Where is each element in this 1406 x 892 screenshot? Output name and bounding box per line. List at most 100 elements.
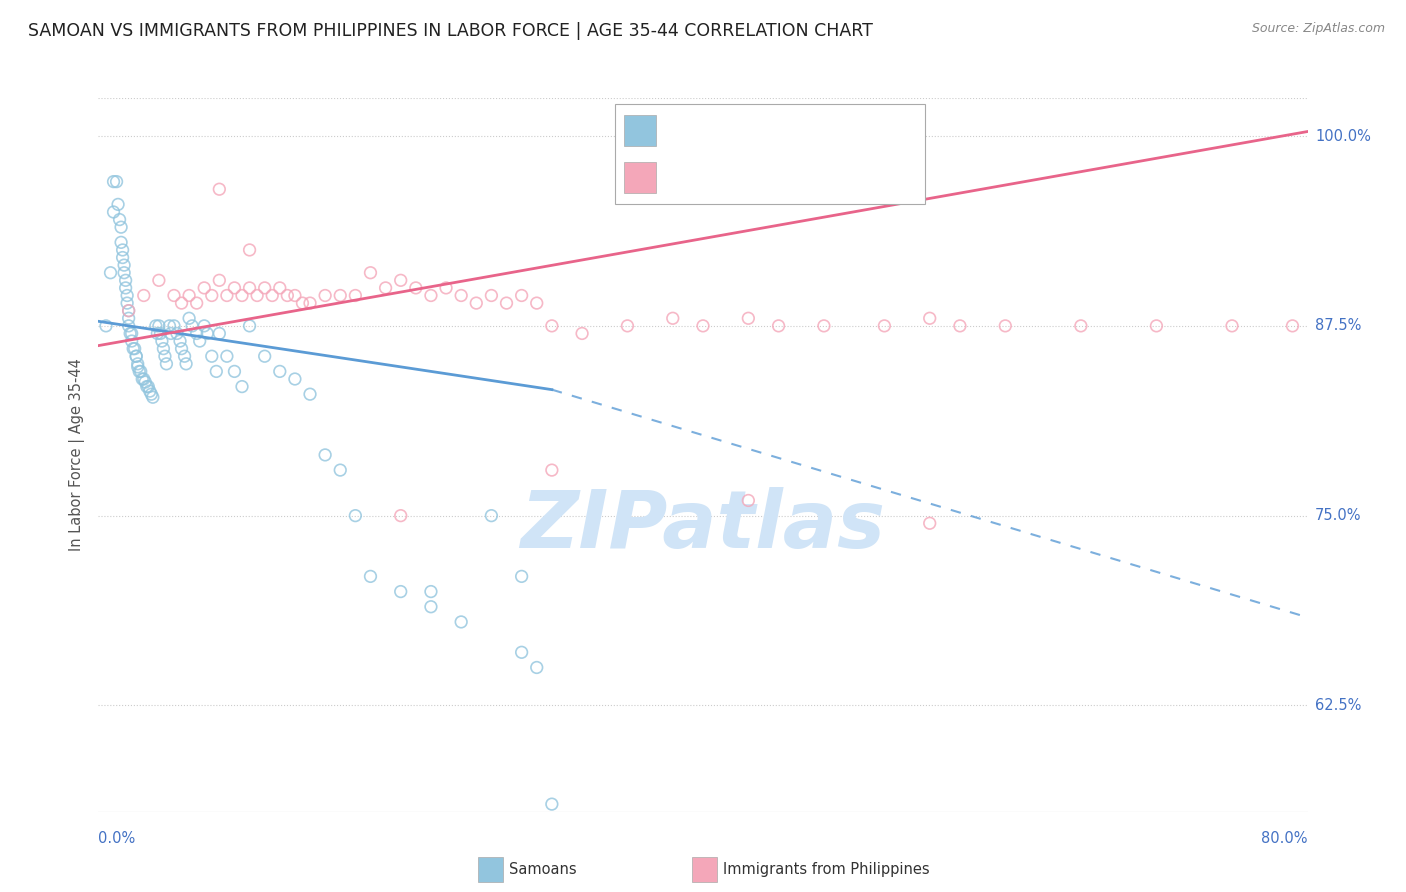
Point [118,303,141,318]
Point [239,281,262,295]
Point [299,387,322,401]
Bar [624,115,655,145]
Point [124,342,146,356]
Point [195,326,218,341]
Point [231,288,253,302]
Point [160,326,183,341]
Point [193,318,215,333]
Point [111,251,134,265]
Point [419,599,441,614]
Point [134,375,156,389]
Point [170,296,193,310]
Point [540,318,562,333]
Point [571,326,593,341]
Point [108,212,131,227]
Point [344,508,367,523]
Point [131,372,153,386]
Point [389,273,412,287]
Point [450,288,472,302]
Point [112,258,135,272]
Bar [478,857,503,882]
Text: 75.0%: 75.0% [1315,508,1361,523]
Point [737,493,759,508]
Point [149,326,172,341]
Point [159,318,181,333]
Text: R =: R = [669,170,703,185]
Point [526,296,548,310]
Point [125,349,148,363]
Text: 0.0%: 0.0% [98,831,135,847]
Point [329,288,352,302]
Text: 59: 59 [852,170,875,185]
Point [155,357,177,371]
Point [118,311,141,326]
Point [153,349,176,363]
Point [1144,318,1167,333]
Point [276,288,298,302]
Point [115,288,138,302]
Point [201,349,224,363]
Point [813,318,835,333]
Point [100,266,122,280]
Point [253,281,276,295]
Point [374,281,396,295]
Text: 100.0%: 100.0% [1315,128,1371,144]
Text: Samoans: Samoans [509,863,576,877]
Point [163,288,186,302]
Point [215,349,238,363]
Point [122,342,145,356]
Point [389,508,412,523]
Point [118,303,141,318]
Point [526,660,548,674]
Text: 0.492: 0.492 [713,170,769,185]
Point [269,281,291,295]
Text: N =: N = [808,123,844,137]
Point [291,296,314,310]
Point [246,288,269,302]
Point [141,387,163,401]
Point [142,390,165,404]
Point [105,175,128,189]
Point [186,296,208,310]
Point [419,584,441,599]
Point [129,364,152,378]
Point [115,296,138,310]
Y-axis label: In Labor Force | Age 35-44: In Labor Force | Age 35-44 [69,359,86,551]
Point [208,182,231,196]
Point [128,364,150,378]
Point [314,448,336,462]
Point [127,357,149,371]
Point [481,288,503,302]
Point [208,326,231,341]
Text: 62.5%: 62.5% [1315,698,1361,713]
Point [103,205,125,219]
Point [239,318,262,333]
Point [360,266,382,280]
Point [135,379,157,393]
Text: ZIPatlas: ZIPatlas [520,487,886,566]
Point [224,281,246,295]
Point [419,288,441,302]
Text: 80.0%: 80.0% [1261,831,1308,847]
Point [661,311,683,326]
Point [510,288,533,302]
Point [177,288,201,302]
Point [405,281,427,295]
Point [114,273,136,287]
Point [510,645,533,659]
Point [616,318,638,333]
Point [329,463,352,477]
Point [692,318,714,333]
Point [145,318,167,333]
Point [918,311,941,326]
Point [166,326,188,341]
Text: SAMOAN VS IMMIGRANTS FROM PHILIPPINES IN LABOR FORCE | AGE 35-44 CORRELATION CHA: SAMOAN VS IMMIGRANTS FROM PHILIPPINES IN… [28,22,873,40]
Point [873,318,896,333]
Point [94,318,117,333]
Point [148,318,170,333]
Point [163,318,186,333]
Point [103,175,125,189]
Point [450,615,472,629]
Point [510,569,533,583]
Point [177,311,201,326]
